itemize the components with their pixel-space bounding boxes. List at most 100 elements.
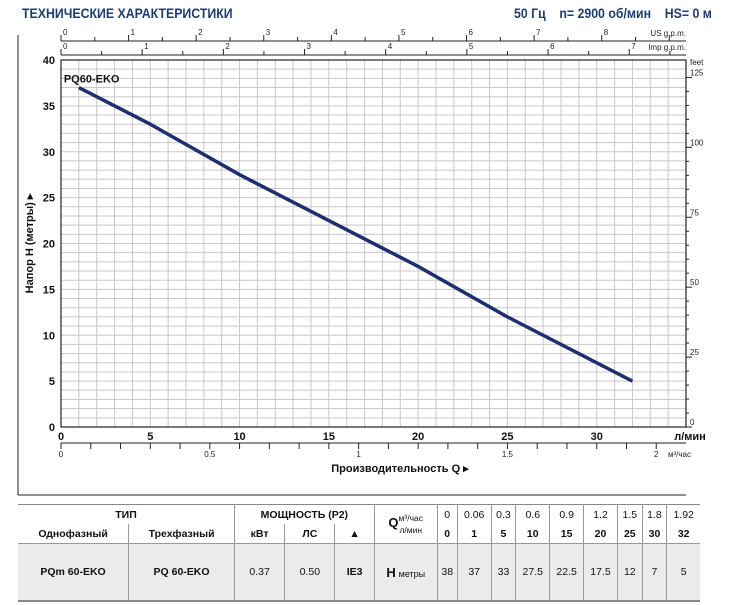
x-axis-label: Производительность Q ▸: [331, 463, 469, 475]
y-tick-label: 25: [43, 193, 55, 205]
type-header: ТИП: [115, 508, 137, 521]
m3h-tick-label: 1.5: [502, 450, 514, 459]
imp-gpm-tick-label: 4: [388, 42, 393, 51]
us-gpm-tick-label: 8: [604, 28, 609, 37]
us-gpm-label: US g.p.m.: [650, 29, 686, 38]
plot-frame: [60, 59, 687, 428]
q-m3: 0.06: [456, 504, 492, 524]
h-value: 22.5: [549, 543, 584, 601]
x-tick-label: 20: [412, 431, 424, 443]
imp-gpm-tick-label: 5: [469, 42, 474, 51]
hp-value: 0.50: [284, 543, 335, 601]
y-tick-label: 0: [49, 422, 55, 434]
h-value: 17.5: [583, 543, 618, 601]
feet-tick-label: 50: [690, 278, 699, 287]
h-value: 7: [641, 543, 667, 601]
us-gpm-tick-label: 6: [469, 28, 474, 37]
h-value: 12: [616, 543, 643, 601]
us-gpm-tick-label: 0: [63, 28, 68, 37]
imp-gpm-label: Imp g.p.m.: [648, 43, 686, 52]
m3h-tick-label: 0.5: [204, 450, 216, 459]
q-header: Qм³/час л/мин: [373, 504, 438, 544]
feet-tick-label: 25: [690, 348, 699, 357]
us-gpm-tick-label: 7: [536, 28, 541, 37]
m3h-tick-label: 1: [356, 450, 361, 459]
x-unit-label: л/мин: [674, 431, 706, 443]
y-tick-label: 30: [43, 147, 55, 159]
q-l: 20: [583, 524, 618, 544]
h-header: H метры: [373, 543, 438, 601]
q-l: 0: [436, 524, 458, 544]
m3h-tick-label: 2: [654, 450, 659, 459]
us-gpm-tick-label: 3: [266, 28, 271, 37]
three-phase-header: Трехфазный: [128, 524, 235, 544]
q-m3: 0.3: [490, 504, 516, 524]
imp-gpm-tick-label: 1: [144, 42, 149, 51]
h-value: 5: [666, 543, 700, 601]
imp-gpm-tick-label: 7: [631, 42, 636, 51]
y-tick-label: 15: [43, 284, 55, 296]
q-l: 32: [666, 524, 700, 544]
q-m3: 1.2: [583, 504, 618, 524]
ie-icon: ▲: [334, 524, 375, 544]
x-tick-label: 30: [591, 431, 603, 443]
single-model: PQm 60-EKO: [18, 543, 129, 601]
q-l: 10: [515, 524, 550, 544]
feet-label: feet: [690, 58, 704, 67]
y-tick-label: 35: [43, 101, 55, 113]
hp-header: ЛС: [284, 524, 335, 544]
h-value: 33: [490, 543, 516, 601]
q-l: 15: [549, 524, 584, 544]
feet-tick-label: 75: [690, 208, 699, 217]
feet-tick-label: 125: [690, 68, 704, 77]
imp-gpm-tick-label: 3: [307, 42, 312, 51]
y-tick-label: 5: [49, 376, 55, 388]
kw-value: 0.37: [233, 543, 285, 601]
q-m3: 0.9: [549, 504, 584, 524]
spec-table: ТИП МОЩНОСТЬ (P2) Qм³/час л/мин 0 0.06 0.3 0…: [18, 504, 700, 602]
m3h-label: м³/час: [668, 450, 691, 459]
imp-gpm-tick-label: 6: [550, 42, 555, 51]
q-l: 5: [490, 524, 516, 544]
h-value: 27.5: [515, 543, 550, 601]
h-value: 37: [456, 543, 492, 601]
series-label: PQ60-EKO: [64, 74, 120, 86]
imp-gpm-tick-label: 0: [63, 42, 68, 51]
us-gpm-tick-label: 5: [401, 28, 406, 37]
y-tick-label: 20: [43, 239, 55, 251]
y-tick-label: 10: [43, 330, 55, 342]
h-value: 38: [436, 543, 458, 601]
single-phase-header: Однофазный: [38, 527, 108, 540]
feet-tick-label: 0: [690, 418, 695, 427]
q-m3: 0: [436, 504, 458, 524]
page-title: ТЕХНИЧЕСКИЕ ХАРАКТЕРИСТИКИ: [22, 5, 233, 21]
operating-params: 50 Гц n= 2900 об/мин HS= 0 м: [514, 5, 712, 21]
us-gpm-tick-label: 4: [333, 28, 338, 37]
x-tick-label: 25: [501, 431, 513, 443]
kw-header: кВт: [233, 524, 285, 544]
q-l: 30: [641, 524, 667, 544]
x-tick-label: 10: [233, 431, 245, 443]
m3h-tick-label: 0: [59, 450, 64, 459]
imp-gpm-tick-label: 2: [225, 42, 230, 51]
us-gpm-tick-label: 1: [131, 28, 136, 37]
us-gpm-tick-label: 2: [198, 28, 203, 37]
y-axis-label: Напор H (метры) ▸: [24, 193, 36, 293]
q-l: 1: [456, 524, 492, 544]
y-tick-label: 40: [43, 55, 55, 67]
table-row: PQm 60-EKO PQ 60-EKO 0.37 0.50 IE3 H мет…: [18, 543, 700, 601]
x-tick-label: 0: [58, 431, 64, 443]
power-header: МОЩНОСТЬ (P2): [233, 504, 375, 524]
series-line: [78, 85, 634, 383]
x-tick-label: 15: [323, 431, 335, 443]
ie-class: IE3: [334, 543, 375, 601]
three-model: PQ 60-EKO: [128, 543, 235, 601]
q-l: 25: [616, 524, 643, 544]
feet-tick-label: 100: [690, 138, 704, 147]
q-m3: 1.8: [641, 504, 667, 524]
q-m3: 1.92: [666, 504, 700, 524]
q-m3: 1.5: [616, 504, 643, 524]
q-m3: 0.6: [515, 504, 550, 524]
x-tick-label: 5: [147, 431, 153, 443]
